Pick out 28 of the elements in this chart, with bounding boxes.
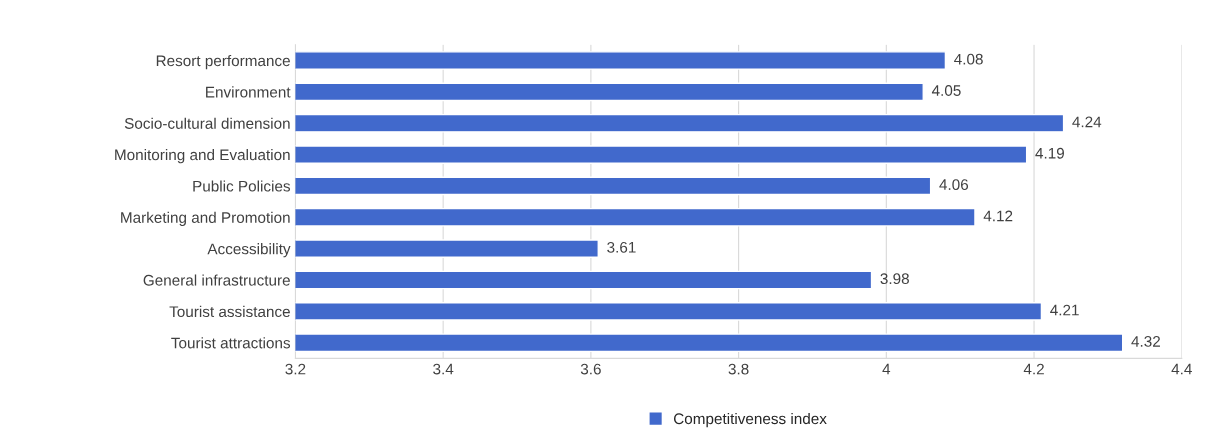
data-label: 4.08 bbox=[954, 53, 983, 65]
y-tick-label: Tourist assistance bbox=[169, 305, 290, 318]
y-tick-label: Marketing and Promotion bbox=[121, 211, 290, 226]
data-label: 4.32 bbox=[1131, 336, 1160, 347]
data-label: 4.12 bbox=[983, 210, 1013, 222]
y-tick-label: Tourist attractions bbox=[171, 337, 291, 349]
x-tick-label: 3.6 bbox=[580, 363, 601, 375]
y-tick-label: Public Policies bbox=[193, 180, 291, 192]
legend-label: Competitiveness index bbox=[673, 412, 827, 428]
x-tick-label: 4.2 bbox=[1023, 363, 1044, 375]
data-label: 4.24 bbox=[1072, 116, 1102, 128]
x-tick-label: 3.4 bbox=[433, 363, 454, 375]
data-label: 4.19 bbox=[1035, 147, 1064, 159]
y-tick-label: General infrastructure bbox=[143, 274, 290, 286]
x-tick-label: 3.2 bbox=[285, 363, 306, 375]
data-label: 3.61 bbox=[607, 241, 636, 253]
x-tick-label: 4.4 bbox=[1171, 363, 1192, 375]
y-tick-label: Monitoring and Evaluation bbox=[115, 149, 290, 164]
data-label: 4.05 bbox=[931, 85, 961, 96]
x-tick-label: 3.8 bbox=[728, 363, 749, 375]
y-tick-label: Resort performance bbox=[156, 54, 290, 70]
data-label: 3.98 bbox=[880, 273, 909, 285]
data-label: 4.06 bbox=[939, 179, 969, 191]
y-tick-label: Accessibility bbox=[207, 243, 291, 258]
y-tick-label: Environment bbox=[206, 86, 291, 98]
data-label: 4.21 bbox=[1050, 304, 1079, 316]
x-tick-label: 4 bbox=[882, 363, 891, 375]
y-tick-label: Socio-cultural dimension bbox=[124, 117, 290, 129]
